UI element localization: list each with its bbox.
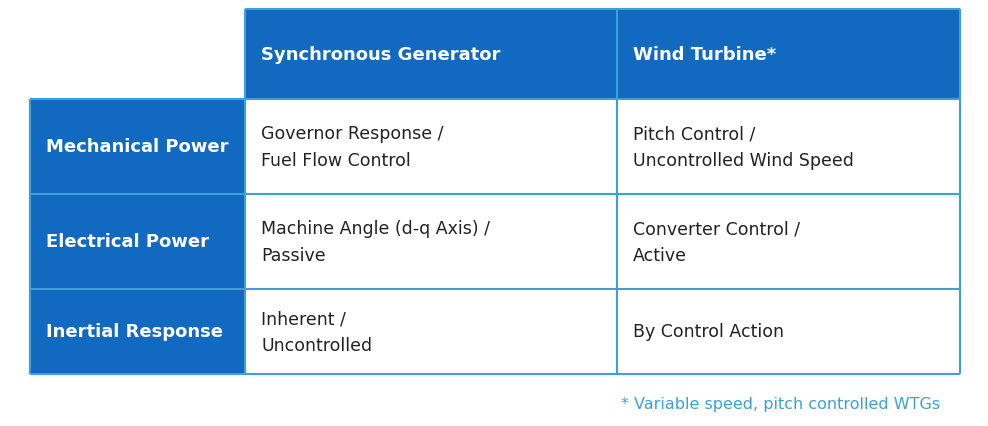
Text: Mechanical Power: Mechanical Power <box>46 138 228 156</box>
Bar <box>30 10 245 100</box>
Text: Pitch Control /
Uncontrolled Wind Speed: Pitch Control / Uncontrolled Wind Speed <box>633 125 854 169</box>
Bar <box>245 10 960 100</box>
Bar <box>617 100 960 195</box>
Bar <box>30 195 245 289</box>
Text: Electrical Power: Electrical Power <box>46 233 209 251</box>
Bar <box>617 289 960 374</box>
Bar <box>617 195 960 289</box>
Bar <box>245 100 617 195</box>
Text: Inertial Response: Inertial Response <box>46 323 223 341</box>
Text: * Variable speed, pitch controlled WTGs: * Variable speed, pitch controlled WTGs <box>620 397 940 412</box>
Text: Inherent /
Uncontrolled: Inherent / Uncontrolled <box>261 310 372 354</box>
Bar <box>30 289 245 374</box>
Text: By Control Action: By Control Action <box>633 323 784 341</box>
Text: Converter Control /
Active: Converter Control / Active <box>633 220 800 264</box>
Bar <box>245 195 617 289</box>
Text: Synchronous Generator: Synchronous Generator <box>261 46 500 64</box>
Text: Machine Angle (d-q Axis) /
Passive: Machine Angle (d-q Axis) / Passive <box>261 220 490 264</box>
Text: Governor Response /
Fuel Flow Control: Governor Response / Fuel Flow Control <box>261 125 444 169</box>
Bar <box>245 289 617 374</box>
Text: Wind Turbine*: Wind Turbine* <box>633 46 777 64</box>
Bar <box>30 100 245 195</box>
